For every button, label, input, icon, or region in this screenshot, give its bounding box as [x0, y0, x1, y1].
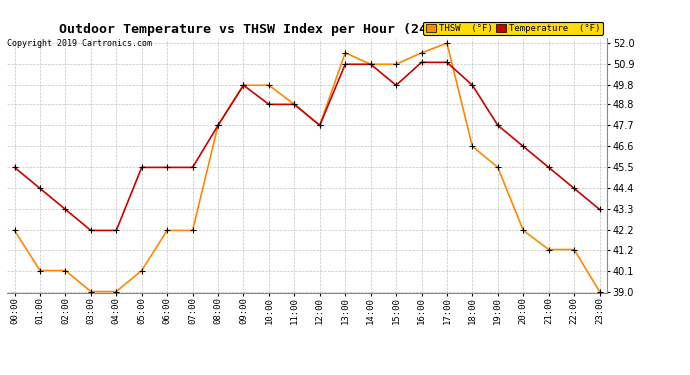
- Text: Copyright 2019 Cartronics.com: Copyright 2019 Cartronics.com: [7, 39, 152, 48]
- Title: Outdoor Temperature vs THSW Index per Hour (24 Hours) 20191016: Outdoor Temperature vs THSW Index per Ho…: [59, 23, 555, 36]
- Legend: THSW  (°F), Temperature  (°F): THSW (°F), Temperature (°F): [423, 22, 602, 35]
